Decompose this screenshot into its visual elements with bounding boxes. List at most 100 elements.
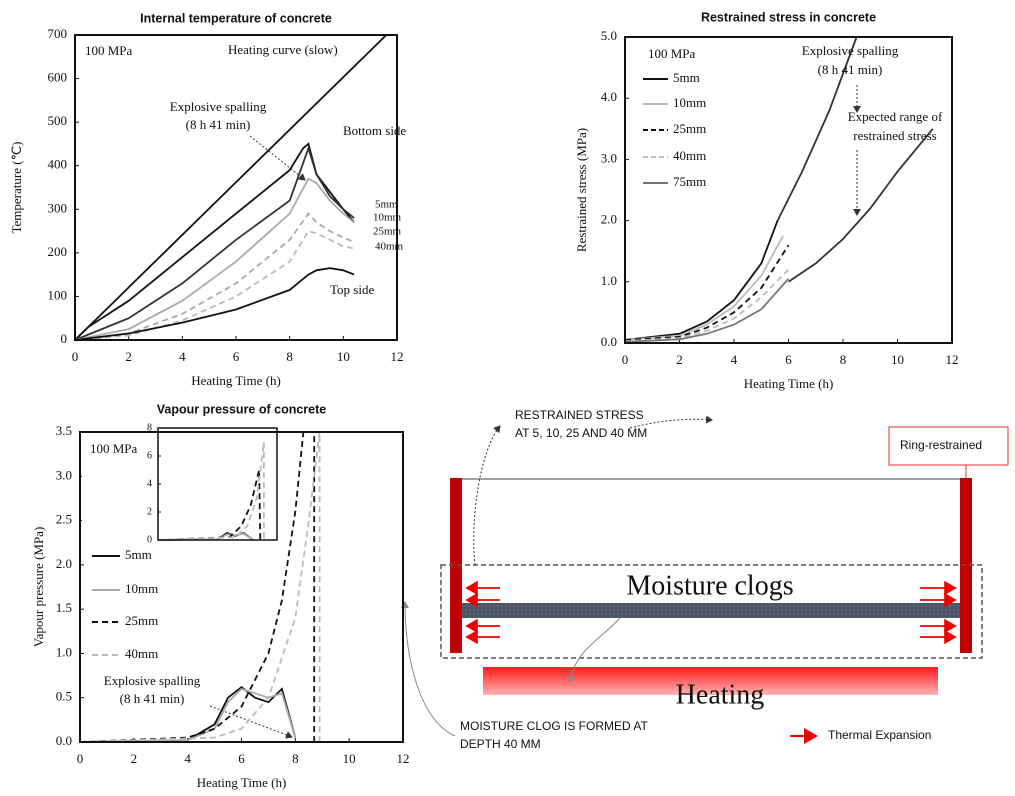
- data-line: [74, 34, 387, 341]
- data-line: [74, 267, 355, 341]
- y-tick-label: 5.0: [601, 28, 617, 43]
- plot-frame: [74, 34, 398, 341]
- series-label: 40mm: [375, 241, 404, 253]
- data-line: [787, 128, 934, 283]
- y-axis-label: Restrained stress (MPa): [574, 128, 589, 252]
- x-tick-label: 10: [343, 751, 356, 766]
- y-tick-label: 2.5: [56, 512, 72, 527]
- legend-label: 25mm: [125, 613, 158, 628]
- annotation: 100 MPa: [90, 441, 138, 456]
- x-tick-label: 6: [238, 751, 245, 766]
- x-tick-label: 0: [622, 352, 629, 367]
- series-label: Bottom side: [343, 123, 406, 138]
- inset-y-tick-label: 0: [147, 534, 152, 545]
- x-tick-label: 2: [125, 349, 132, 364]
- y-axis-label: Temperature (℃): [9, 141, 24, 233]
- annotation: (8 h 41 min): [818, 62, 883, 77]
- note-arrow: [629, 415, 713, 429]
- data-line: [624, 278, 790, 343]
- chart-title: Internal temperature of concrete: [140, 11, 332, 25]
- heating-label: Heating: [676, 679, 765, 710]
- series-label: Top side: [330, 282, 374, 297]
- legend-label: 5mm: [125, 547, 152, 562]
- x-tick-label: 10: [891, 352, 904, 367]
- restrained-note: RESTRAINED STRESS: [515, 408, 644, 422]
- y-tick-label: 3.0: [56, 467, 72, 482]
- y-tick-label: 0.0: [601, 334, 617, 349]
- data-line: [624, 244, 790, 341]
- inset-y-tick-label: 6: [147, 450, 152, 461]
- data-line: [79, 431, 321, 743]
- heating-source: [483, 667, 938, 695]
- note-arrow: [566, 617, 621, 683]
- annotation: (8 h 41 min): [186, 117, 251, 132]
- x-tick-label: 4: [184, 751, 191, 766]
- x-tick-label: 2: [131, 751, 138, 766]
- x-tick-label: 6: [785, 352, 792, 367]
- clog-layer: [462, 603, 960, 618]
- y-tick-label: 1.0: [601, 273, 617, 288]
- x-tick-label: 8: [292, 751, 299, 766]
- inset-y-tick-label: 2: [147, 506, 152, 517]
- data-line: [74, 212, 355, 341]
- y-tick-label: 400: [48, 157, 68, 172]
- legend-label: 40mm: [125, 646, 158, 661]
- inset-frame: [157, 427, 278, 541]
- x-tick-label: 10: [337, 349, 350, 364]
- inset-y-tick-label: 4: [147, 478, 152, 489]
- clog-note: MOISTURE CLOG IS FORMED AT: [460, 719, 648, 733]
- data-line: [776, 36, 858, 222]
- data-line: [79, 685, 297, 743]
- annotation: Explosive spalling: [170, 99, 267, 114]
- legend-label: 40mm: [673, 148, 706, 163]
- note-arrow: [473, 425, 501, 566]
- inset-y-tick-label: 8: [147, 422, 152, 433]
- chart-title: Restrained stress in concrete: [701, 10, 876, 24]
- annotation: restrained stress: [853, 128, 936, 143]
- inset-background: [82, 434, 277, 542]
- data-line: [74, 142, 355, 341]
- y-tick-label: 200: [48, 244, 68, 259]
- y-tick-label: 500: [48, 113, 68, 128]
- y-tick-label: 3.5: [56, 423, 72, 438]
- x-tick-label: 6: [233, 349, 240, 364]
- y-tick-label: 100: [48, 287, 68, 302]
- x-tick-label: 0: [72, 349, 79, 364]
- annotation: 100 MPa: [85, 43, 133, 58]
- x-axis-label: Heating Time (h): [197, 775, 287, 790]
- y-tick-label: 0.5: [56, 689, 72, 704]
- x-tick-label: 12: [946, 352, 959, 367]
- series-label: Heating curve (slow): [228, 42, 338, 57]
- x-tick-label: 8: [840, 352, 847, 367]
- annotation-arrow: [209, 705, 293, 739]
- data-line: [74, 145, 355, 341]
- y-tick-label: 2.0: [601, 212, 617, 227]
- y-tick-label: 2.0: [56, 556, 72, 571]
- data-line: [74, 177, 355, 341]
- ring-label: Ring-restrained: [900, 438, 982, 452]
- x-tick-label: 0: [77, 751, 84, 766]
- x-tick-label: 12: [391, 349, 404, 364]
- legend-label: Thermal Expansion: [828, 728, 931, 742]
- clog-label: Moisture clogs: [626, 570, 793, 601]
- x-tick-label: 12: [397, 751, 410, 766]
- data-line: [624, 268, 790, 343]
- y-tick-label: 300: [48, 200, 68, 215]
- chart-title: Vapour pressure of concrete: [157, 402, 327, 416]
- x-tick-label: 2: [676, 352, 683, 367]
- data-line: [624, 235, 784, 341]
- restrained-note: AT 5, 10, 25 AND 40 MM: [515, 426, 647, 440]
- clog-note: DEPTH 40 MM: [460, 737, 541, 751]
- x-tick-label: 4: [179, 349, 186, 364]
- legend-label: 75mm: [673, 174, 706, 189]
- legend-label: 10mm: [125, 581, 158, 596]
- y-tick-label: 4.0: [601, 89, 617, 104]
- x-axis-label: Heating Time (h): [191, 373, 281, 388]
- series-label: 25mm: [373, 226, 402, 238]
- data-line: [79, 687, 297, 743]
- plot-frame: [624, 36, 953, 344]
- y-tick-label: 0.0: [56, 733, 72, 748]
- y-tick-label: 1.0: [56, 644, 72, 659]
- data-line: [157, 441, 265, 541]
